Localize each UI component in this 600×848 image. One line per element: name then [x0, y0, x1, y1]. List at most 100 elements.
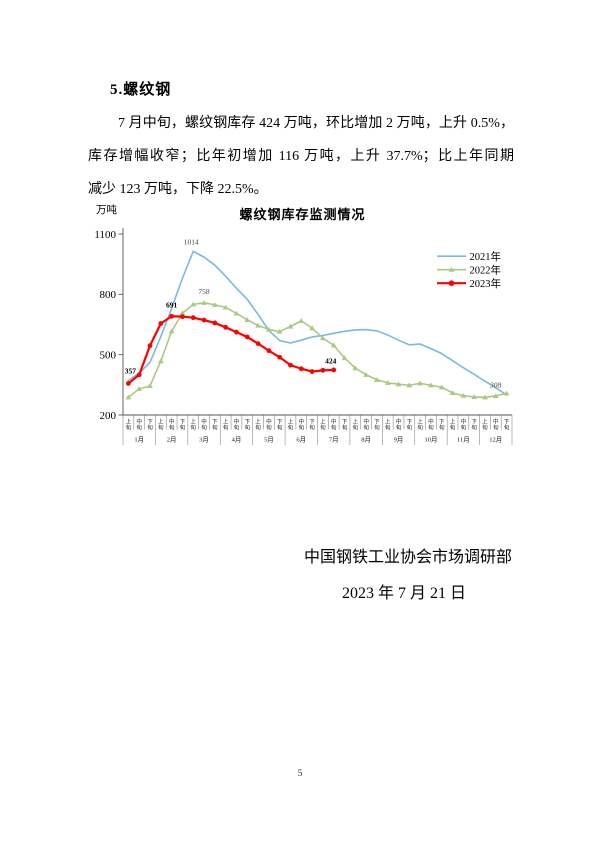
series-marker-2022年: [363, 372, 370, 377]
y-axis-tick-label: 500: [100, 349, 117, 361]
x-axis-month-label: 12月: [489, 436, 502, 444]
series-marker-2022年: [244, 317, 251, 322]
x-axis-period-label: 上: [288, 417, 294, 425]
x-axis-period-label: 旬: [385, 424, 391, 432]
x-axis-period-label: 中: [201, 417, 207, 425]
y-axis-tick-label: 200: [100, 410, 117, 422]
series-marker-2023年: [244, 334, 250, 340]
body-paragraph: 7 月中旬，螺纹钢库存 424 万吨，环比增加 2 万吨，上升 0.5%， 库存…: [88, 107, 514, 206]
series-marker-2022年: [222, 304, 229, 310]
x-axis-period-label: 旬: [450, 424, 456, 432]
x-axis-month-label: 1月: [134, 436, 144, 444]
legend-marker: [448, 267, 455, 272]
x-axis-period-label: 旬: [353, 424, 359, 432]
x-axis-month-label: 10月: [424, 436, 437, 444]
x-axis-period-label: 下: [439, 418, 445, 425]
data-point-label: 1014: [184, 237, 199, 246]
x-axis-period-label: 上: [385, 417, 391, 425]
series-marker-2022年: [179, 310, 186, 316]
x-axis-period-label: 上: [417, 417, 423, 425]
series-marker-2022年: [330, 342, 337, 348]
x-axis-period-label: 下: [147, 418, 153, 425]
x-axis-month-label: 8月: [361, 436, 371, 444]
x-axis-period-label: 上: [482, 417, 488, 425]
x-axis-month-label: 2月: [167, 436, 177, 444]
data-point-label: 758: [198, 287, 210, 296]
x-axis-period-label: 旬: [244, 424, 250, 432]
x-axis-period-label: 中: [493, 417, 499, 425]
x-axis-period-label: 旬: [201, 424, 207, 432]
x-axis-period-label: 旬: [342, 424, 348, 432]
series-marker-2022年: [428, 382, 434, 388]
x-axis-period-label: 旬: [396, 424, 402, 432]
series-marker-2023年: [255, 341, 261, 347]
series-marker-2022年: [147, 383, 153, 388]
x-axis-period-label: 下: [212, 418, 218, 425]
x-axis-period-label: 旬: [158, 424, 164, 432]
legend-marker: [448, 280, 455, 286]
series-marker-2022年: [341, 355, 348, 361]
series-marker-2023年: [223, 324, 229, 330]
y-axis-tick-label: 800: [100, 289, 117, 301]
x-axis-period-label: 旬: [180, 424, 186, 432]
data-point-label: 357: [125, 366, 136, 375]
x-axis-period-label: 旬: [493, 424, 499, 432]
x-axis-period-label: 旬: [266, 424, 272, 432]
x-axis-period-label: 旬: [234, 424, 240, 432]
x-axis-period-label: 下: [244, 418, 250, 425]
series-marker-2023年: [234, 329, 239, 335]
x-axis-period-label: 上: [450, 417, 456, 425]
x-axis-period-label: 中: [298, 417, 304, 425]
series-marker-2022年: [384, 380, 391, 385]
x-axis-period-label: 中: [136, 417, 142, 425]
footer-date: 2023 年 7 月 21 日: [341, 585, 466, 602]
chart-canvas: 2005008001100上旬中旬下旬上旬中旬下旬上旬中旬下旬上旬中旬下旬上旬中…: [94, 228, 513, 445]
x-axis-period-label: 下: [407, 418, 413, 425]
series-marker-2022年: [276, 328, 283, 334]
series-marker-2022年: [492, 393, 499, 398]
x-axis-month-label: 5月: [264, 436, 274, 444]
series-marker-2023年: [201, 317, 207, 323]
legend-label: 2023年: [470, 277, 502, 290]
x-axis-period-label: 旬: [136, 424, 142, 432]
x-axis-period-label: 旬: [298, 424, 304, 432]
x-axis-period-label: 旬: [374, 424, 380, 432]
series-marker-2022年: [265, 326, 272, 332]
section-heading: 5.螺纹钢: [110, 82, 172, 98]
x-axis-period-label: 上: [190, 417, 196, 425]
series-marker-2023年: [158, 321, 164, 326]
series-marker-2022年: [406, 382, 413, 388]
x-axis-period-label: 下: [504, 418, 510, 425]
series-marker-2023年: [288, 362, 293, 368]
series-marker-2022年: [211, 302, 218, 307]
series-marker-2023年: [180, 314, 185, 320]
x-axis-period-label: 旬: [331, 424, 337, 432]
x-axis-period-label: 旬: [126, 424, 132, 432]
x-axis-period-label: 下: [309, 418, 315, 425]
x-axis-period-label: 上: [353, 417, 359, 425]
series-marker-2022年: [482, 394, 488, 400]
data-point-label: 691: [166, 300, 178, 309]
series-line-2023年: [127, 315, 335, 385]
x-axis-period-label: 旬: [212, 424, 218, 432]
legend-label: 2021年: [470, 250, 502, 263]
page-number: 5: [297, 769, 303, 779]
x-axis-period-label: 上: [158, 417, 164, 425]
x-axis-period-label: 旬: [407, 424, 413, 432]
series-marker-2023年: [298, 366, 304, 372]
series-marker-2022年: [255, 322, 261, 328]
x-axis-period-label: 旬: [461, 424, 467, 432]
inventory-chart: 200 500 800 1100 上旬中旬下旬上旬中旬下旬上旬中旬下旬上旬中旬下旬上旬中…: [85, 198, 520, 460]
legend-label: 2022年: [470, 264, 502, 277]
x-axis-month-label: 9月: [394, 436, 404, 444]
series-marker-2023年: [147, 343, 153, 349]
x-axis-period-label: 下: [471, 418, 477, 425]
data-point-label: 424: [325, 356, 337, 365]
series-marker-2022年: [136, 386, 143, 391]
series-marker-2022年: [320, 335, 326, 341]
x-axis-period-label: 下: [180, 418, 186, 425]
series-marker-2022年: [471, 394, 478, 399]
series-marker-2022年: [201, 300, 207, 305]
series-marker-2023年: [136, 372, 142, 378]
